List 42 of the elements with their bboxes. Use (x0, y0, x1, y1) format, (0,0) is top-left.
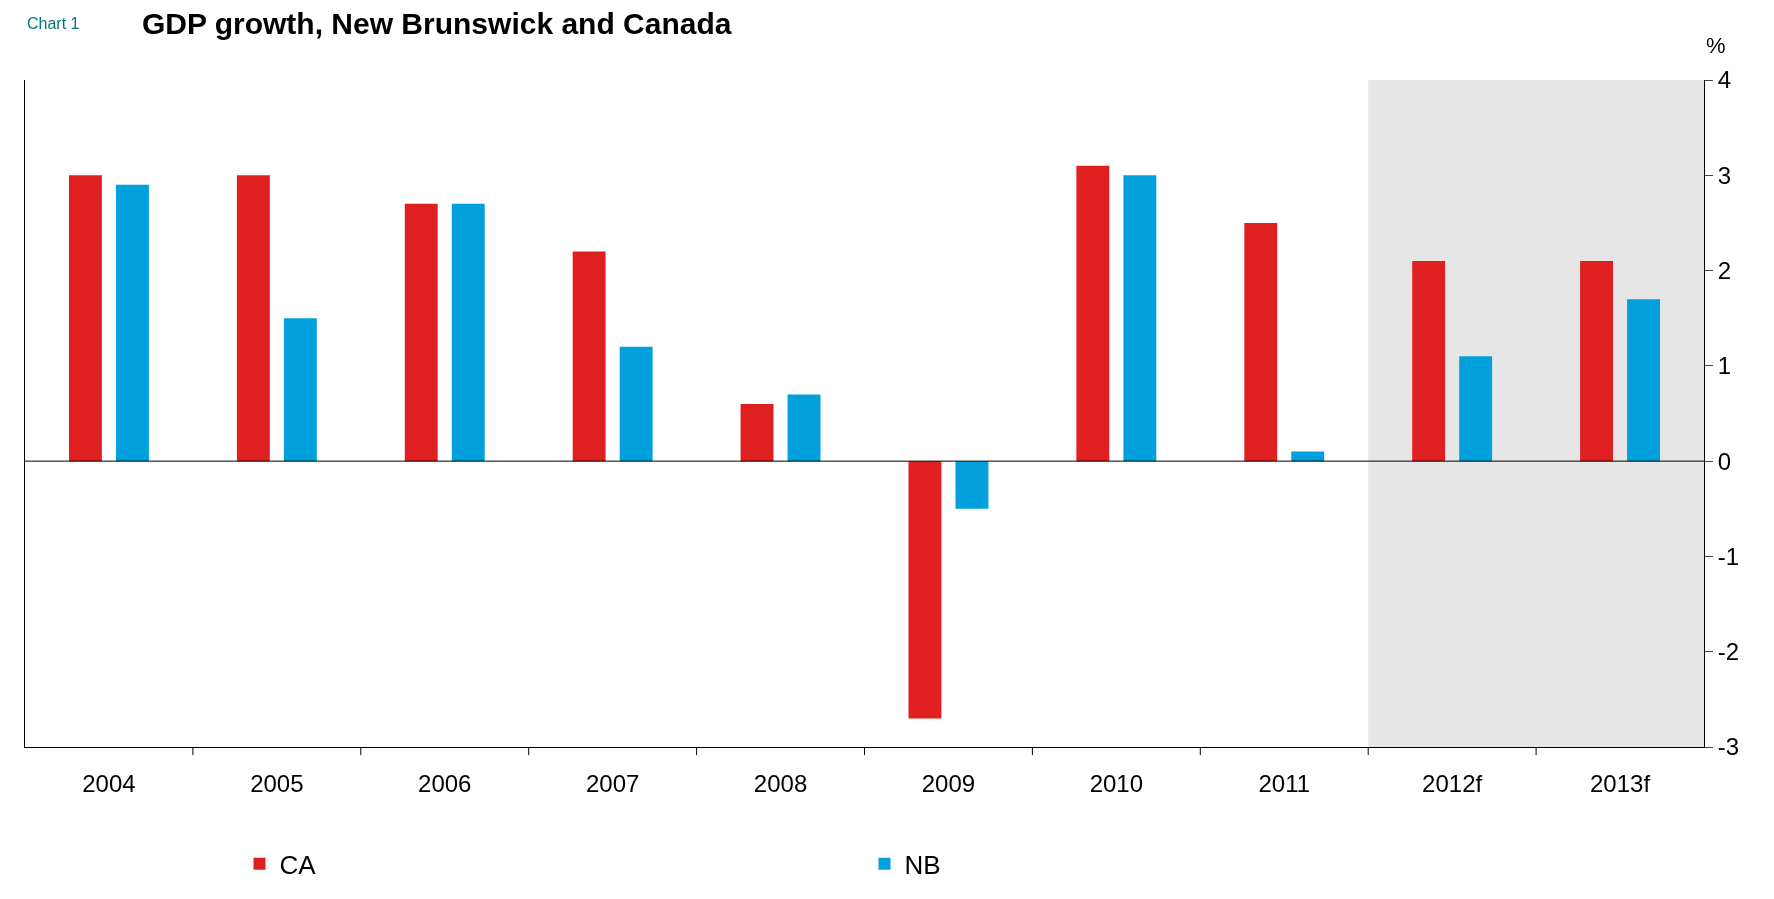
x-tick-label: 2011 (1258, 769, 1311, 797)
bar (116, 184, 149, 462)
x-tick-label: 2008 (753, 769, 808, 797)
x-tick-label: 2006 (418, 769, 472, 797)
x-tick-label: 2009 (921, 769, 976, 797)
x-tick-label: 2004 (82, 769, 136, 797)
y-tick-label: 3 (1717, 161, 1732, 189)
y-tick-label: -3 (1717, 733, 1740, 761)
bar (619, 346, 653, 462)
bar (1123, 175, 1157, 462)
x-tick-label: 2007 (585, 769, 640, 797)
x-tick-label: 2012f (1422, 769, 1483, 797)
bar (404, 203, 438, 462)
legend-label: NB (904, 849, 941, 880)
bar (740, 403, 774, 462)
y-axis-title: % (1706, 33, 1726, 58)
x-tick-label: 2013f (1590, 769, 1651, 797)
y-tick-label: 4 (1717, 66, 1732, 94)
caption: Chart 1 (27, 15, 80, 32)
bar (1580, 261, 1613, 462)
bar (1244, 222, 1278, 462)
y-tick-label: -2 (1717, 638, 1740, 666)
bar (955, 461, 989, 509)
bar (572, 251, 606, 462)
bar (283, 318, 317, 462)
bar (1459, 356, 1493, 462)
bar (1627, 299, 1661, 462)
y-tick-label: 0 (1717, 447, 1732, 475)
y-tick-label: 1 (1717, 352, 1732, 380)
bar (1412, 261, 1446, 462)
legend-label: CA (279, 849, 317, 880)
x-tick-label: 2005 (250, 769, 304, 797)
x-tick-label: 2010 (1089, 769, 1144, 797)
bar (787, 394, 821, 462)
bar (1076, 165, 1110, 462)
y-tick-label: -1 (1717, 542, 1740, 570)
bar (68, 175, 102, 462)
bar (451, 203, 485, 462)
chart-title: GDP growth, New Brunswick and Canada (141, 7, 732, 41)
y-tick-label: 2 (1717, 256, 1732, 284)
bar (908, 461, 942, 719)
bar (236, 175, 270, 462)
